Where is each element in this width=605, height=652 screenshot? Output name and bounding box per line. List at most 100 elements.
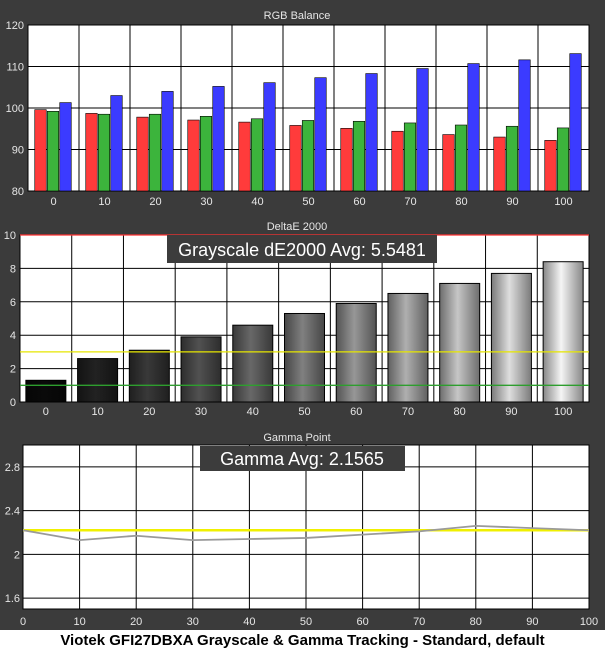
- y-tick-label: 120: [6, 20, 24, 32]
- rgb-bar-blue: [212, 86, 225, 192]
- rgb-bar-red: [391, 130, 404, 192]
- x-tick-label: 50: [302, 196, 314, 208]
- rgb-bar-blue: [110, 95, 123, 192]
- gamma-lines: [22, 525, 590, 542]
- x-tick-label: 90: [506, 196, 518, 208]
- y-tick-label: 90: [12, 145, 24, 157]
- x-tick-label: 20: [143, 406, 155, 418]
- rgb-bar-green: [556, 127, 570, 192]
- deltae-bar: [128, 349, 170, 403]
- rgb-balance-panel: RGB Balance 80 90 100 110 120 0 10 20 30 40 50 60 70…: [6, 10, 590, 208]
- rgb-bar-green: [148, 113, 162, 192]
- gamma-avg-label: Gamma Avg: 2.1565: [220, 449, 384, 469]
- rgb-bar-green: [250, 118, 264, 192]
- rgb-bar-green: [403, 122, 417, 192]
- deltae-title: DeltaE 2000: [267, 221, 328, 233]
- x-tick-label: 10: [73, 616, 85, 628]
- y-tick-label: 6: [10, 297, 16, 309]
- figure-caption: Viotek GFI27DBXA Grayscale & Gamma Track…: [0, 630, 605, 652]
- rgb-bar-green: [352, 120, 366, 192]
- x-tick-label: 0: [20, 616, 26, 628]
- gamma-panel: Gamma Point 1.6 2 2.4 2.8 0 10 20 30 40 50 60 70 80 9…: [5, 432, 598, 628]
- y-tick-label: 10: [4, 230, 16, 242]
- x-tick-label: 10: [91, 406, 103, 418]
- y-tick-label: 2: [14, 549, 20, 561]
- rgb-balance-ticks: 80 90 100 110 120 0 10 20 30 40 50 60 70 80 90 100: [6, 20, 573, 208]
- rgb-balance-title: RGB Balance: [264, 10, 331, 22]
- x-tick-label: 20: [130, 616, 142, 628]
- x-tick-label: 60: [353, 196, 365, 208]
- deltae-bar: [542, 261, 584, 403]
- x-tick-label: 90: [505, 406, 517, 418]
- deltae-avg-label: Grayscale dE2000 Avg: 5.5481: [178, 240, 426, 260]
- y-tick-label: 80: [12, 186, 24, 198]
- deltae-bar: [335, 302, 377, 403]
- rgb-bar-blue: [263, 82, 276, 192]
- x-tick-label: 70: [402, 406, 414, 418]
- rgb-bar-blue: [518, 59, 531, 192]
- x-tick-label: 30: [200, 196, 212, 208]
- rgb-bar-red: [187, 119, 200, 192]
- rgb-bar-blue: [365, 73, 378, 192]
- deltae-bar: [490, 272, 532, 403]
- rgb-bar-blue: [569, 53, 582, 192]
- rgb-bar-red: [238, 121, 251, 192]
- deltae-bar: [77, 358, 119, 403]
- rgb-bar-red: [34, 109, 47, 192]
- rgb-bar-green: [199, 116, 213, 192]
- y-tick-label: 8: [10, 263, 16, 275]
- x-tick-label: 0: [50, 196, 56, 208]
- x-tick-label: 50: [298, 406, 310, 418]
- rgb-bar-blue: [416, 68, 429, 192]
- rgb-bar-blue: [59, 102, 72, 192]
- deltae-avg-box: [167, 235, 437, 263]
- x-tick-label: 10: [98, 196, 110, 208]
- deltae-bar: [180, 336, 222, 403]
- x-tick-label: 90: [526, 616, 538, 628]
- x-tick-label: 20: [149, 196, 161, 208]
- deltae-bar: [232, 324, 274, 403]
- deltae-bar: [284, 312, 325, 403]
- x-tick-label: 100: [580, 616, 598, 628]
- x-tick-label: 50: [300, 616, 312, 628]
- x-tick-label: 80: [454, 406, 466, 418]
- rgb-bar-red: [85, 113, 98, 192]
- rgb-bar-green: [46, 111, 60, 192]
- x-tick-label: 80: [470, 616, 482, 628]
- rgb-bar-red: [442, 134, 455, 192]
- gamma-avg-box: [200, 446, 405, 471]
- rgb-bar-green: [454, 124, 468, 192]
- x-tick-label: 30: [195, 406, 207, 418]
- rgb-bar-green: [301, 120, 315, 192]
- rgb-bar-blue: [161, 91, 174, 192]
- x-tick-label: 40: [247, 406, 259, 418]
- y-tick-label: 2: [10, 364, 16, 376]
- y-tick-label: 2.4: [5, 506, 20, 518]
- gamma-measured-line: [22, 525, 590, 542]
- x-tick-label: 30: [187, 616, 199, 628]
- gamma-ticks: 1.6 2 2.4 2.8 0 10 20 30 40 50 60 70 80 90 100: [5, 462, 598, 628]
- deltae-bar: [439, 282, 481, 403]
- gamma-title: Gamma Point: [263, 432, 330, 444]
- x-tick-label: 60: [350, 406, 362, 418]
- rgb-bar-blue: [314, 77, 327, 192]
- rgb-bar-red: [493, 136, 506, 192]
- x-tick-label: 40: [243, 616, 255, 628]
- x-tick-label: 60: [356, 616, 368, 628]
- y-tick-label: 1.6: [5, 593, 20, 605]
- rgb-bar-blue: [467, 63, 480, 192]
- x-tick-label: 70: [413, 616, 425, 628]
- x-tick-label: 100: [554, 406, 572, 418]
- rgb-bar-red: [340, 128, 353, 192]
- y-tick-label: 2.8: [5, 462, 20, 474]
- rgb-bar-red: [136, 116, 149, 192]
- rgb-bar-red: [544, 140, 557, 192]
- rgb-balance-bars: [34, 53, 582, 192]
- y-tick-label: 100: [6, 103, 24, 115]
- rgb-bar-green: [505, 125, 519, 192]
- deltae-bars: [25, 261, 584, 403]
- rgb-bar-red: [289, 125, 302, 192]
- deltae-bar: [25, 379, 67, 403]
- x-tick-label: 0: [43, 406, 49, 418]
